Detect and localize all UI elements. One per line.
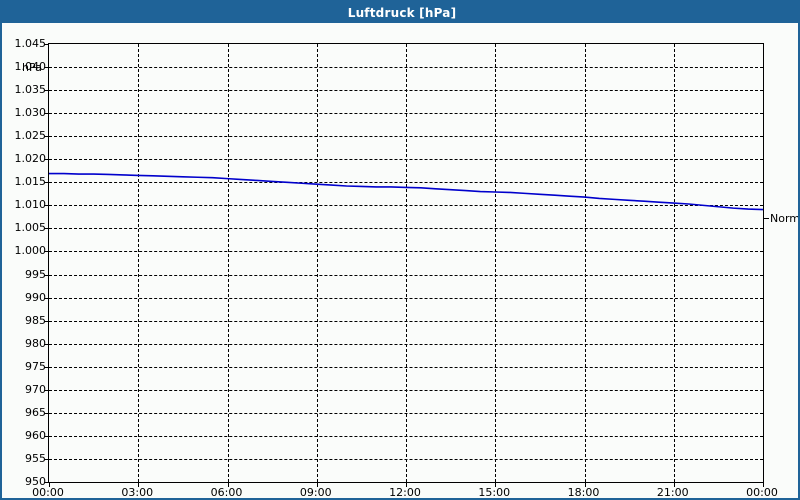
gridline-vertical <box>138 44 140 482</box>
y-tick-mark <box>44 412 49 414</box>
y-tick-label: 1.030 <box>14 106 47 120</box>
normal-level-label: Normal <box>770 212 800 226</box>
gridline-vertical <box>227 44 229 482</box>
y-tick-label: 965 <box>25 405 46 419</box>
pressure-line <box>49 172 763 211</box>
y-tick-mark <box>44 44 49 45</box>
x-tick-mark <box>138 482 140 487</box>
y-tick-mark <box>44 67 49 69</box>
y-tick-mark <box>44 136 49 138</box>
pressure-series-line <box>49 172 763 211</box>
y-tick-label: 1.040 <box>14 60 47 74</box>
x-tick-time: 18:00 <box>567 486 600 499</box>
y-tick-mark <box>44 251 49 253</box>
y-tick-mark <box>44 320 49 322</box>
x-tick-time: 03:00 <box>121 486 154 499</box>
y-tick-mark <box>44 205 49 207</box>
x-tick-mark <box>763 482 764 487</box>
y-axis-tick-labels: 1.045 1.040 1.035 1.030 1.025 1.020 1.015 1.010… <box>2 38 47 487</box>
x-tick-mark <box>406 482 407 487</box>
y-tick-mark <box>44 228 49 230</box>
y-tick-label: 1.035 <box>14 83 47 97</box>
y-tick-label: 990 <box>25 290 46 304</box>
x-tick-mark <box>584 482 586 487</box>
y-tick-mark <box>44 389 49 391</box>
y-tick-label: 1.020 <box>14 152 47 166</box>
y-tick-label: 975 <box>25 359 46 373</box>
y-tick-mark <box>44 435 49 437</box>
y-tick-mark <box>44 159 49 161</box>
y-tick-label: 955 <box>25 451 46 465</box>
plot-region <box>44 43 764 487</box>
y-tick-mark <box>44 482 49 483</box>
y-axis-unit-label: hPa <box>22 61 42 74</box>
y-tick-mark <box>44 182 49 184</box>
x-tick-label: 00:0013.12.12 <box>717 485 798 499</box>
y-tick-label: 1.015 <box>14 175 47 189</box>
normal-level-tick-icon <box>764 218 769 220</box>
y-tick-mark <box>44 297 49 299</box>
x-tick-time: 15:00 <box>478 486 511 499</box>
x-tick-time: 21:00 <box>656 486 689 499</box>
y-tick-label: 985 <box>25 313 46 327</box>
gridline-vertical <box>495 44 497 482</box>
x-tick-mark <box>227 482 229 487</box>
y-tick-label: 960 <box>25 428 46 442</box>
x-tick-mark <box>316 482 318 487</box>
window-title-bar: Luftdruck [hPa] <box>2 2 798 23</box>
y-tick-label: 970 <box>25 382 46 396</box>
y-tick-label: 1.045 <box>14 37 47 50</box>
y-tick-mark <box>44 366 49 368</box>
y-tick-mark <box>44 274 49 276</box>
page-title: Luftdruck [hPa] <box>347 5 457 20</box>
y-tick-label: 950 <box>25 475 46 488</box>
x-tick-time: 00:00 <box>746 486 778 499</box>
y-tick-mark <box>44 113 49 115</box>
gridline-vertical <box>673 44 675 482</box>
chart-area: hPa 1.045 1.040 1.035 1.030 1.025 1.020 1.015 1… <box>2 23 800 499</box>
x-tick-time: 12:00 <box>389 486 421 499</box>
y-tick-mark <box>44 458 49 460</box>
x-tick-mark <box>673 482 675 487</box>
y-tick-label: 1.025 <box>14 129 47 143</box>
gridline-vertical <box>584 44 586 482</box>
y-tick-label: 995 <box>25 267 46 281</box>
y-tick-label: 1.005 <box>14 221 47 235</box>
x-tick-time: 06:00 <box>210 486 243 499</box>
gridline-vertical <box>316 44 318 482</box>
x-tick-mark <box>495 482 497 487</box>
y-tick-label: 980 <box>25 336 46 350</box>
x-tick-mark <box>49 482 50 487</box>
x-tick-time: 09:00 <box>299 486 332 499</box>
y-tick-mark <box>44 90 49 92</box>
gridline-vertical <box>406 44 407 482</box>
y-tick-label: 1.000 <box>14 244 47 258</box>
x-tick-time: 00:00 <box>32 486 64 499</box>
x-axis-tick-labels: 00:0012.12.1203:0012.12.1206:0012.12.120… <box>2 485 798 499</box>
y-tick-mark <box>44 343 49 345</box>
y-tick-label: 1.010 <box>14 198 47 212</box>
